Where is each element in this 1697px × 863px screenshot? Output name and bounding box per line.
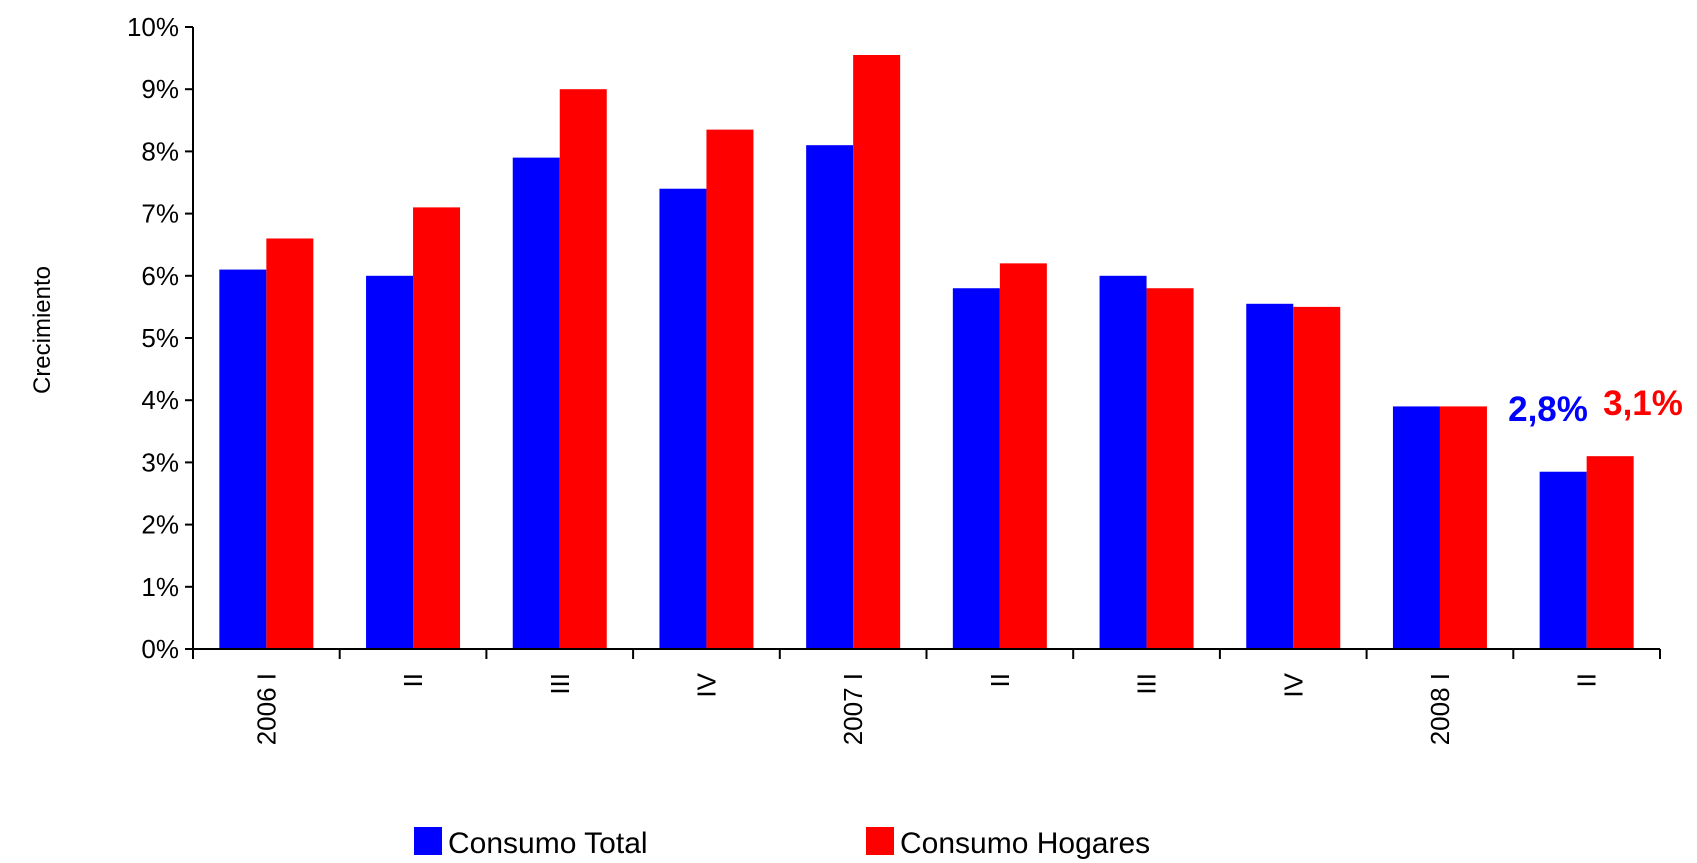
- bar-consumo-total-6: [1099, 275, 1147, 649]
- bar-consumo-hogares-8: [1439, 406, 1487, 649]
- y-axis-label: Crecimiento: [29, 266, 56, 394]
- x-tick-label-5: II: [985, 673, 1015, 687]
- bar-consumo-hogares-3: [706, 129, 754, 649]
- y-tick-label-6: 6%: [141, 261, 179, 291]
- bar-consumo-total-3: [659, 188, 707, 649]
- legend-label-consumo-hogares: Consumo Hogares: [900, 827, 1150, 860]
- axes-group: 0%1%2%3%4%5%6%7%8%9%10%2006 I II III IV 2007…: [127, 12, 1661, 745]
- x-tick-label-9: II: [1572, 673, 1602, 687]
- y-tick-label-5: 5%: [141, 323, 179, 353]
- bar-consumo-total-1: [366, 275, 414, 649]
- bar-consumo-total-9: [1539, 471, 1587, 649]
- annotation-consumo-hogares-last: 3,1%: [1603, 384, 1683, 423]
- bar-consumo-hogares-7: [1293, 306, 1341, 649]
- x-tick-label-2: III: [545, 673, 575, 695]
- annotation-consumo-total-last: 2,8%: [1508, 390, 1588, 429]
- bar-consumo-hogares-5: [999, 263, 1047, 649]
- x-tick-label-1: II: [398, 673, 428, 687]
- y-tick-label-1: 1%: [141, 572, 179, 602]
- x-tick-label-3: IV: [691, 672, 721, 697]
- bar-consumo-hogares-9: [1586, 456, 1634, 649]
- x-tick-label-7: IV: [1278, 672, 1308, 697]
- y-tick-label-0: 0%: [141, 634, 179, 664]
- x-tick-label-4: 2007 I: [838, 673, 868, 745]
- bar-consumo-total-4: [806, 145, 854, 649]
- y-tick-label-7: 7%: [141, 199, 179, 229]
- legend: Consumo Total Consumo Hogares: [414, 827, 1150, 860]
- x-tick-label-8: 2008 I: [1425, 673, 1455, 745]
- bar-consumo-hogares-1: [413, 207, 461, 649]
- y-tick-label-9: 9%: [141, 74, 179, 104]
- legend-swatch-consumo-hogares: [866, 827, 894, 855]
- bar-consumo-hogares-0: [266, 238, 314, 650]
- y-tick-label-3: 3%: [141, 447, 179, 477]
- annotations-group: 2,8% 3,1%: [1508, 384, 1683, 429]
- x-tick-label-6: III: [1132, 673, 1162, 695]
- bar-consumo-total-5: [952, 288, 1000, 649]
- y-tick-label-10: 10%: [127, 12, 179, 42]
- bar-consumo-total-0: [219, 269, 267, 649]
- bar-consumo-hogares-6: [1146, 288, 1194, 649]
- y-tick-label-2: 2%: [141, 510, 179, 540]
- bar-consumo-total-2: [512, 157, 560, 649]
- bar-consumo-total-8: [1392, 406, 1440, 649]
- x-tick-label-0: 2006 I: [251, 673, 281, 745]
- bars-group: [219, 54, 1634, 650]
- y-tick-label-4: 4%: [141, 385, 179, 415]
- y-tick-label-8: 8%: [141, 136, 179, 166]
- bar-consumo-hogares-2: [559, 89, 607, 649]
- legend-label-consumo-total: Consumo Total: [448, 827, 648, 860]
- bar-consumo-total-7: [1246, 303, 1294, 649]
- bar-consumo-hogares-4: [853, 54, 901, 650]
- legend-swatch-consumo-total: [414, 827, 442, 855]
